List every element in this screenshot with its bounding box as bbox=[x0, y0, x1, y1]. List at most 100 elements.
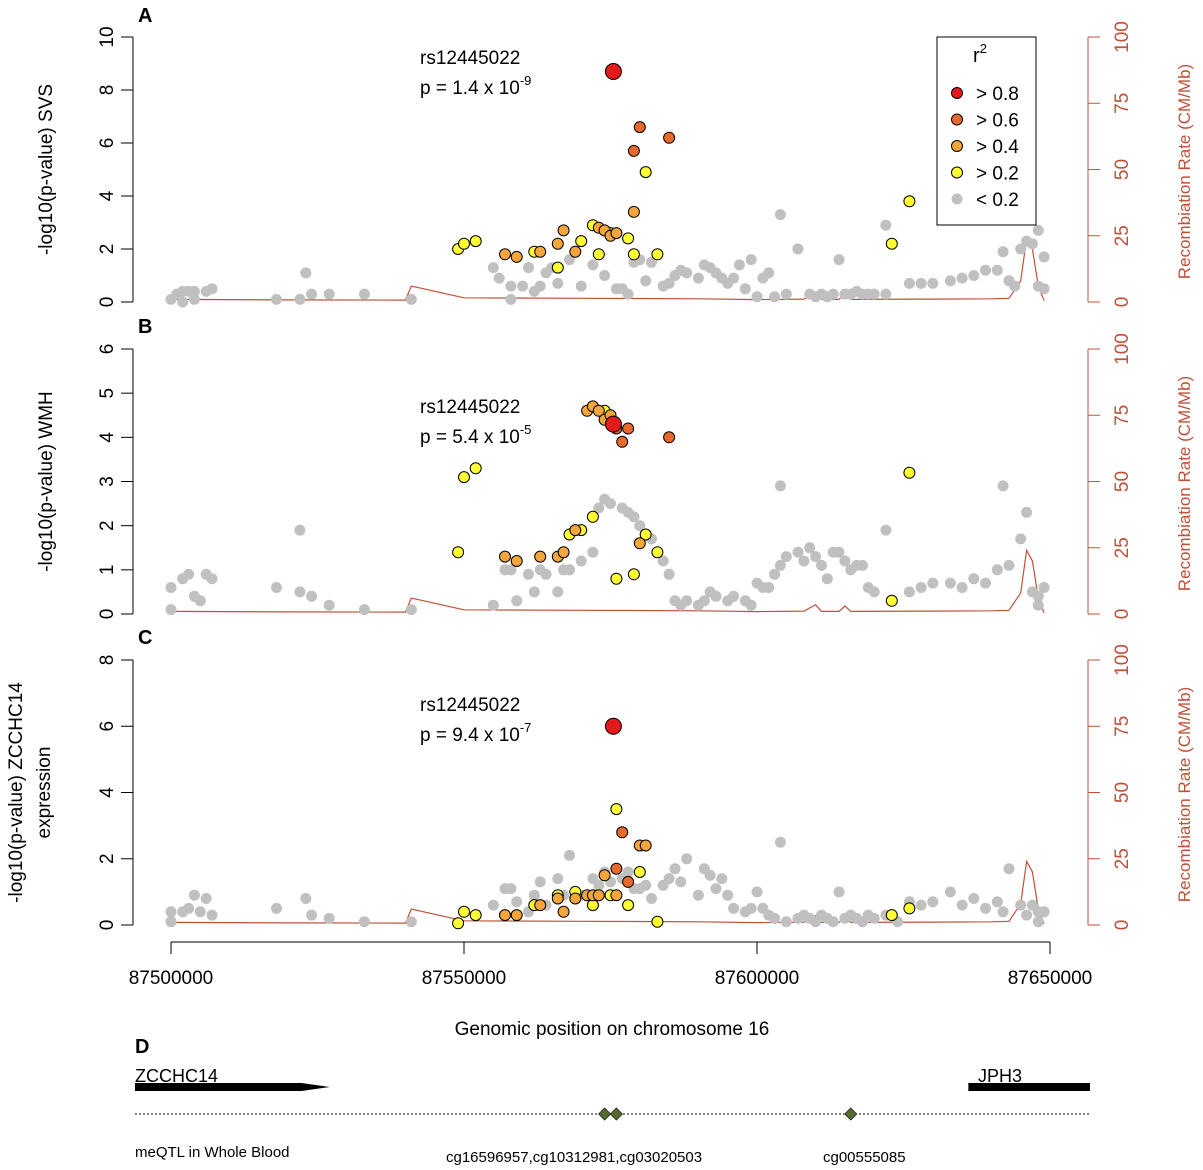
snp-point-lt02 bbox=[980, 902, 991, 914]
y2-tick-label: 0 bbox=[1112, 297, 1133, 308]
cpg-label-group: cg16596957,cg10312981,cg03020503 bbox=[446, 1149, 702, 1166]
snp-point-lt02 bbox=[271, 902, 282, 914]
y-axis-label-line2: expression bbox=[34, 747, 55, 839]
snp-point-lt02 bbox=[183, 568, 195, 580]
snp-point-lt02 bbox=[839, 555, 851, 567]
snp-point-lt02 bbox=[165, 582, 177, 593]
snp-point-lt02 bbox=[511, 595, 523, 607]
snp-point-lt02 bbox=[323, 288, 335, 300]
snp-point-lt02 bbox=[564, 849, 575, 861]
legend-label: > 0.8 bbox=[976, 84, 1019, 105]
snp-point-lt02 bbox=[605, 498, 616, 510]
cpg-marker bbox=[844, 1107, 858, 1121]
snp-point-lt02 bbox=[194, 595, 206, 607]
x-tick-label: 87600000 bbox=[715, 968, 800, 989]
snp-point-lt02 bbox=[944, 275, 956, 287]
snp-point-gt02 bbox=[469, 235, 482, 248]
snp-point-lt02 bbox=[968, 270, 980, 281]
snp-point-lt02 bbox=[634, 520, 646, 532]
snp-point-lt02 bbox=[751, 886, 763, 898]
snp-point-lt02 bbox=[997, 906, 1009, 918]
snp-point-lt02 bbox=[587, 259, 599, 271]
snp-point-lt02 bbox=[774, 480, 786, 492]
legend-label: > 0.6 bbox=[976, 111, 1019, 132]
snp-point-lt02 bbox=[188, 293, 200, 305]
snp-point-lt02 bbox=[698, 595, 710, 607]
snp-point-lt02 bbox=[792, 546, 804, 558]
snp-point-gt06 bbox=[627, 144, 640, 157]
r2-legend: r2 > 0.8 > 0.6 > 0.4 > 0.2 < 0.2 bbox=[936, 36, 1037, 226]
snp-point-lt02 bbox=[188, 889, 200, 901]
snp-point-gt06 bbox=[622, 422, 635, 435]
snp-point-lt02 bbox=[827, 288, 839, 300]
snp-point-lt02 bbox=[774, 209, 786, 221]
snp-point-lt02 bbox=[528, 586, 540, 598]
snp-point-lt02 bbox=[868, 586, 880, 598]
snp-point-lt02 bbox=[710, 883, 722, 895]
snp-point-lt02 bbox=[657, 555, 669, 567]
snp-point-gt04 bbox=[633, 537, 646, 550]
snp-point-lt02 bbox=[1032, 590, 1044, 602]
snp-point-lt02 bbox=[751, 291, 763, 303]
panel-c: C 0 2 4 6 8 -log10(p-value) ZCCHC14 expression 0… bbox=[6, 627, 1194, 930]
y-tick-label: 10 bbox=[97, 26, 118, 47]
snp-point-lt02 bbox=[774, 836, 786, 848]
snp-point-lt02 bbox=[505, 883, 517, 895]
snp-point-gt02 bbox=[551, 261, 564, 274]
snp-point-lt02 bbox=[997, 246, 1009, 258]
gene-label-jph3: JPH3 bbox=[978, 1066, 1022, 1086]
snp-point-lt02 bbox=[200, 893, 212, 904]
panel-letter-c: C bbox=[138, 627, 152, 649]
y2-tick-label: 100 bbox=[1112, 644, 1133, 676]
snp-point-lt02 bbox=[1038, 582, 1050, 593]
snp-point-gt04 bbox=[534, 245, 547, 258]
snp-point-lt02 bbox=[271, 582, 282, 593]
snp-point-lt02 bbox=[540, 568, 552, 580]
y-tick-label: 6 bbox=[97, 721, 118, 732]
y-tick-label: 4 bbox=[97, 432, 118, 443]
cpg-marker bbox=[609, 1107, 623, 1121]
snp-point-lt02 bbox=[739, 283, 751, 295]
snp-point-lt02 bbox=[780, 288, 792, 300]
snp-point-lt02 bbox=[1021, 506, 1033, 518]
snp-point-lt02 bbox=[306, 590, 318, 602]
snp-point-lt02 bbox=[517, 280, 529, 292]
snp-point-lt02 bbox=[816, 559, 827, 571]
snp-point-lt02 bbox=[980, 264, 991, 276]
snp-point-lt02 bbox=[511, 896, 523, 908]
snp-point-gt02 bbox=[903, 466, 916, 479]
y2-tick-label: 25 bbox=[1112, 225, 1133, 246]
snp-point-lt02 bbox=[300, 893, 312, 904]
snp-point-lt02 bbox=[810, 551, 822, 563]
snp-point-lt02 bbox=[487, 899, 499, 911]
snp-point-gt04 bbox=[499, 550, 511, 563]
snp-point-gt04 bbox=[499, 909, 511, 922]
snp-point-lt02 bbox=[804, 542, 816, 554]
snp-point-lt02 bbox=[358, 604, 370, 616]
x-axis: 87500000 87550000 87600000 87650000 Genomic… bbox=[129, 941, 1092, 1040]
snp-point-lt02 bbox=[1021, 909, 1033, 921]
legend-label: < 0.2 bbox=[976, 190, 1019, 211]
snp-point-lt02 bbox=[487, 599, 499, 611]
snp-point-gt04 bbox=[499, 248, 511, 261]
snp-point-gt04 bbox=[557, 546, 570, 559]
lead-snp-pvalue: p = 5.4 x 10-5 bbox=[420, 422, 531, 448]
snp-point-lt02 bbox=[915, 899, 927, 911]
snp-point-lt02 bbox=[774, 559, 786, 571]
snp-point-gt02 bbox=[575, 235, 588, 248]
snp-point-lt02 bbox=[733, 259, 745, 271]
snp-point-lt02 bbox=[405, 916, 417, 928]
snp-point-gt06 bbox=[663, 131, 676, 144]
legend-swatch-lt02 bbox=[951, 193, 963, 205]
snp-point-gt06 bbox=[633, 121, 646, 134]
snp-point-lt02 bbox=[692, 272, 704, 284]
y2-tick-label: 75 bbox=[1112, 405, 1133, 426]
snp-point-gt02 bbox=[627, 248, 640, 261]
snp-point-lt02 bbox=[669, 863, 681, 875]
y-tick-label: 0 bbox=[97, 920, 118, 931]
snp-point-lt02 bbox=[745, 254, 757, 266]
snp-point-lt02 bbox=[294, 293, 306, 305]
y2-tick-label: 100 bbox=[1112, 21, 1133, 53]
panel-b: B 0 1 2 3 4 5 6 -log10(p-value) WMH 0 25 50 75 100 Rec… bbox=[36, 316, 1194, 619]
